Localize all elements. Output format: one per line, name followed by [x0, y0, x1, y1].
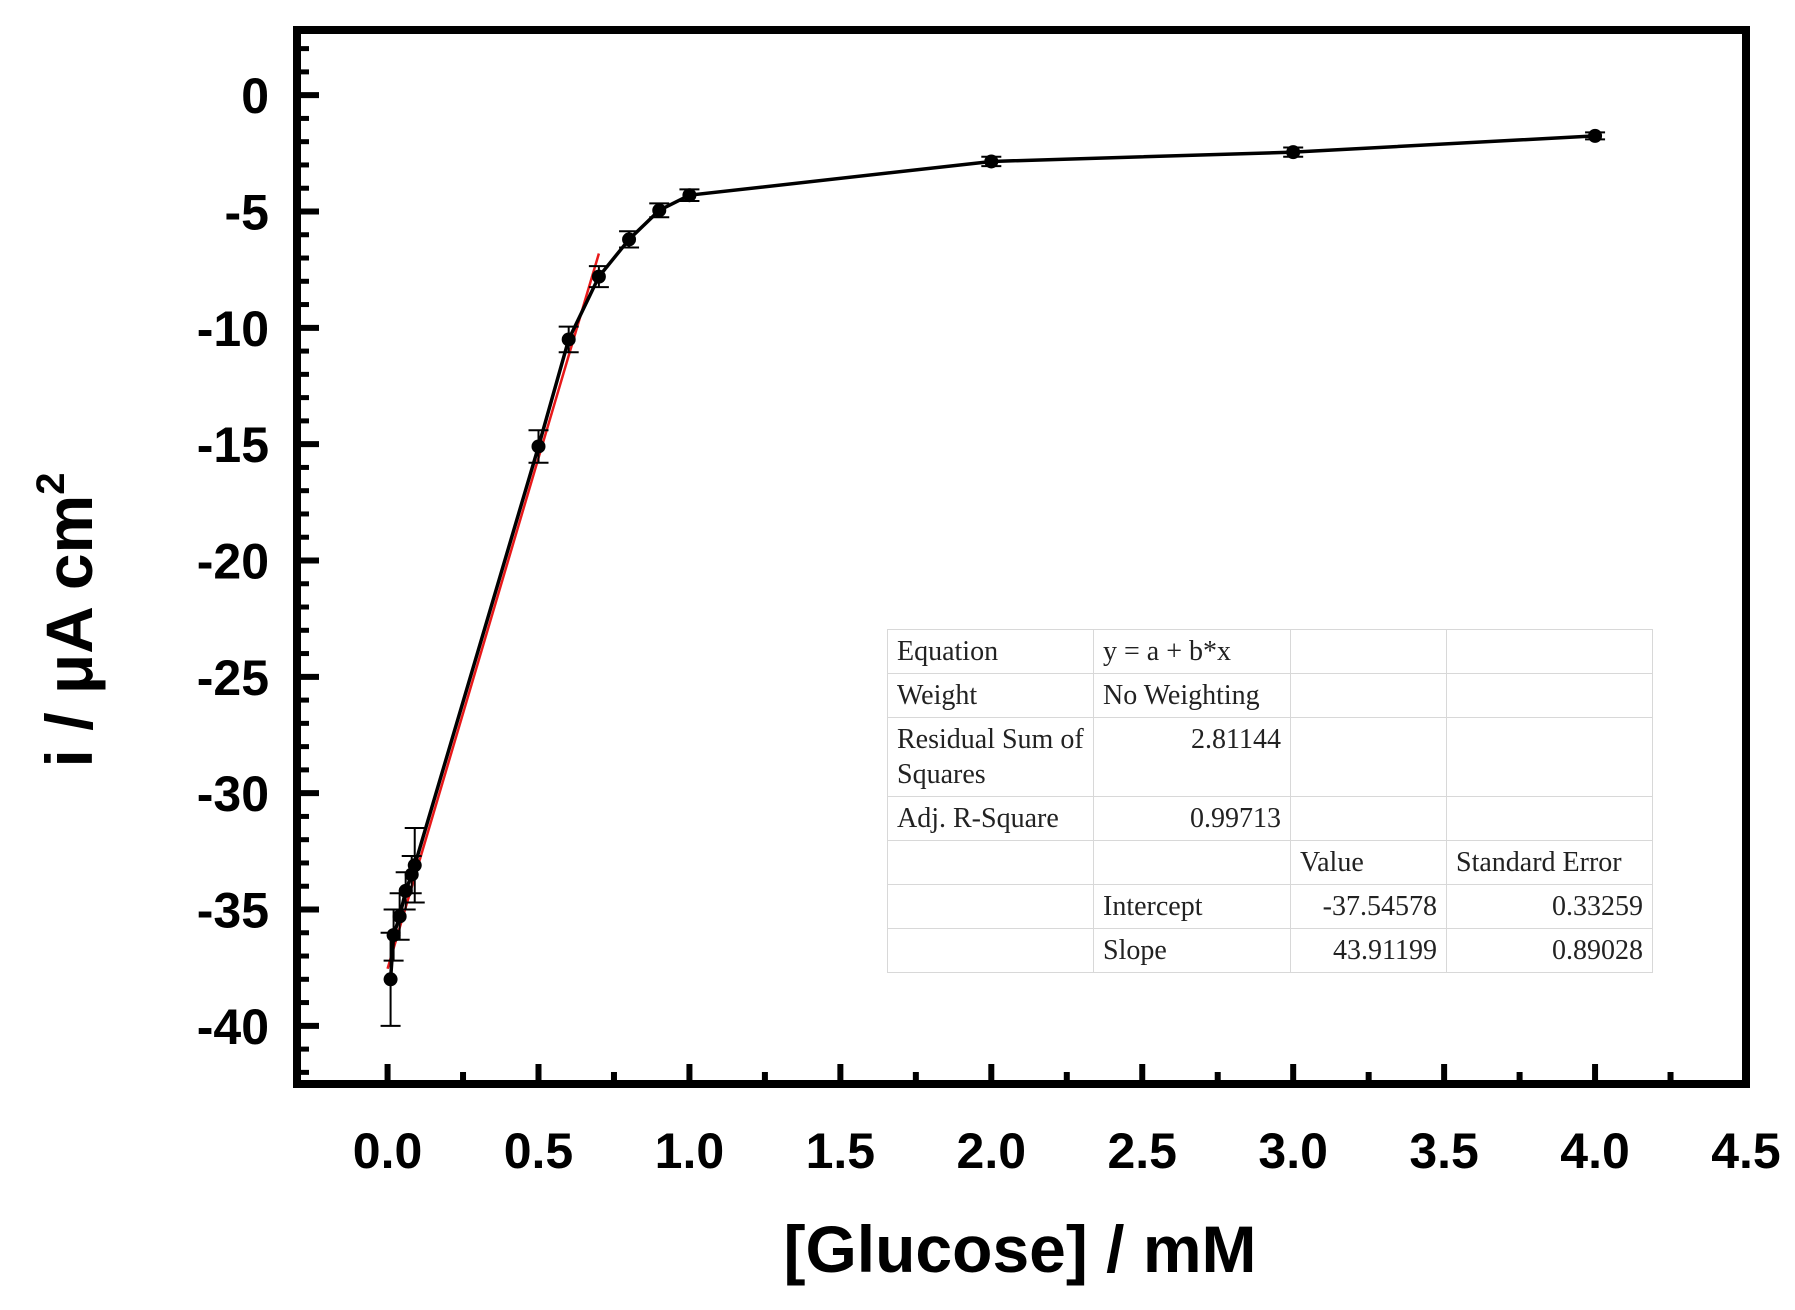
- empty-cell: [1446, 629, 1653, 674]
- y-tick-label: -5: [225, 184, 269, 240]
- intercept-value: -37.54578: [1290, 884, 1447, 929]
- table-row: Equation y = a + b*x: [887, 629, 1653, 674]
- y-tick-label: -35: [197, 882, 269, 938]
- data-point: [561, 332, 576, 347]
- y-axis-title-main: i / μA cm: [32, 495, 106, 768]
- empty-cell: [1290, 717, 1447, 797]
- empty-cell: [1446, 717, 1653, 797]
- data-point: [407, 858, 422, 873]
- y-axis-title: i / μA cm2: [29, 473, 106, 768]
- empty-cell: [1093, 840, 1291, 885]
- y-tick-label: -25: [197, 650, 269, 706]
- y-tick-label: -20: [197, 533, 269, 589]
- y-tick-label: -15: [197, 417, 269, 473]
- slope-error: 0.89028: [1446, 928, 1653, 973]
- fit-results-table: Equation y = a + b*x Weight No Weighting…: [887, 629, 1653, 973]
- y-tick-label: 0: [241, 68, 269, 124]
- empty-cell: [1290, 796, 1447, 841]
- rss-label: Residual Sum of Squares: [887, 717, 1094, 797]
- intercept-error: 0.33259: [1446, 884, 1653, 929]
- x-tick-label: 3.0: [1258, 1123, 1328, 1179]
- data-point: [622, 232, 637, 247]
- data-point: [1286, 145, 1301, 160]
- weight-value: No Weighting: [1093, 673, 1291, 718]
- x-axis-title: [Glucose] / mM: [783, 1212, 1256, 1286]
- empty-cell: [887, 928, 1094, 973]
- equation-value: y = a + b*x: [1093, 629, 1291, 674]
- data-point: [392, 909, 407, 924]
- x-axis-ticks: 0.0 0.5 1.0 1.5 2.0 2.5 3.0 3.5 4.0 4.5: [353, 1064, 1781, 1179]
- empty-cell: [1290, 673, 1447, 718]
- series-layer: [380, 128, 1606, 1027]
- x-tick-label: 3.5: [1409, 1123, 1479, 1179]
- standard-error-header: Standard Error: [1446, 840, 1653, 885]
- y-tick-label: -40: [197, 999, 269, 1055]
- empty-cell: [1446, 673, 1653, 718]
- linear-fit-line: [386, 253, 601, 970]
- data-point: [531, 439, 546, 454]
- data-point: [386, 928, 401, 943]
- empty-cell: [1446, 796, 1653, 841]
- x-tick-label: 1.0: [655, 1123, 725, 1179]
- x-tick-label: 2.0: [957, 1123, 1027, 1179]
- adj-r-square-value: 0.99713: [1093, 796, 1291, 841]
- y-axis-title-superscript: 2: [29, 473, 73, 495]
- data-point: [652, 203, 667, 218]
- data-point: [682, 188, 697, 203]
- empty-cell: [887, 840, 1094, 885]
- x-tick-label: 4.0: [1560, 1123, 1630, 1179]
- empty-cell: [887, 884, 1094, 929]
- value-header: Value: [1290, 840, 1447, 885]
- table-row: Value Standard Error: [887, 840, 1653, 885]
- intercept-label: Intercept: [1093, 884, 1291, 929]
- slope-label: Slope: [1093, 928, 1291, 973]
- rss-value: 2.81144: [1093, 717, 1291, 797]
- table-row: Weight No Weighting: [887, 673, 1653, 718]
- data-point: [984, 154, 999, 169]
- y-axis-ticks: 0 -5 -10 -15 -20 -25 -30 -35 -40: [197, 68, 319, 1055]
- slope-value: 43.91199: [1290, 928, 1447, 973]
- x-tick-label: 1.5: [806, 1123, 876, 1179]
- data-point: [383, 972, 398, 987]
- x-tick-label: 4.5: [1711, 1123, 1781, 1179]
- y-tick-label: -30: [197, 766, 269, 822]
- x-tick-label: 2.5: [1107, 1123, 1177, 1179]
- y-tick-label: -10: [197, 301, 269, 357]
- equation-label: Equation: [887, 629, 1094, 674]
- empty-cell: [1290, 629, 1447, 674]
- x-tick-label: 0.0: [353, 1123, 423, 1179]
- data-point: [398, 883, 413, 898]
- plot-frame: [293, 26, 1750, 1088]
- data-point: [591, 269, 606, 284]
- table-row: Intercept -37.54578 0.33259: [887, 884, 1653, 929]
- table-row: Residual Sum of Squares 2.81144: [887, 717, 1653, 797]
- adj-r-square-label: Adj. R-Square: [887, 796, 1094, 841]
- weight-label: Weight: [887, 673, 1094, 718]
- fit-layer: [386, 253, 601, 970]
- table-row: Slope 43.91199 0.89028: [887, 928, 1653, 973]
- x-tick-label: 0.5: [504, 1123, 574, 1179]
- table-row: Adj. R-Square 0.99713: [887, 796, 1653, 841]
- data-point: [1588, 128, 1603, 143]
